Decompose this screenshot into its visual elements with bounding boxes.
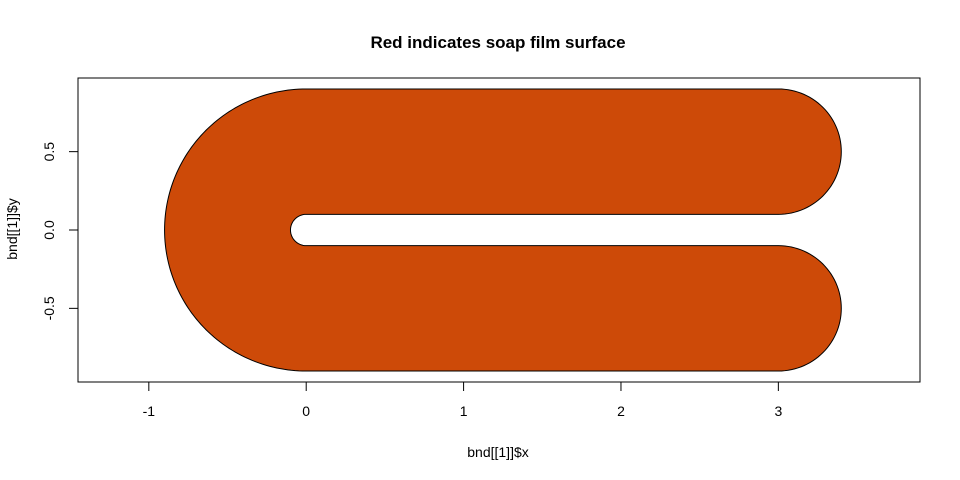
x-axis-label: bnd[[1]]$x: [467, 444, 529, 460]
x-tick-label: 1: [460, 403, 468, 419]
y-tick-label: 0.0: [41, 220, 57, 240]
soap-film-surface: [164, 88, 842, 372]
x-tick-label: 3: [774, 403, 782, 419]
x-tick-label: -1: [143, 403, 156, 419]
chart-title: Red indicates soap film surface: [370, 33, 625, 52]
x-tick-label: 2: [617, 403, 625, 419]
y-tick-label: 0.5: [41, 142, 57, 162]
x-tick-label: 0: [302, 403, 310, 419]
x-axis: -1 0 1 2 3: [143, 381, 782, 419]
y-axis-label: bnd[[1]]$y: [4, 198, 20, 260]
y-axis: -0.5 0.0 0.5: [41, 142, 79, 320]
y-tick-label: -0.5: [41, 296, 57, 320]
